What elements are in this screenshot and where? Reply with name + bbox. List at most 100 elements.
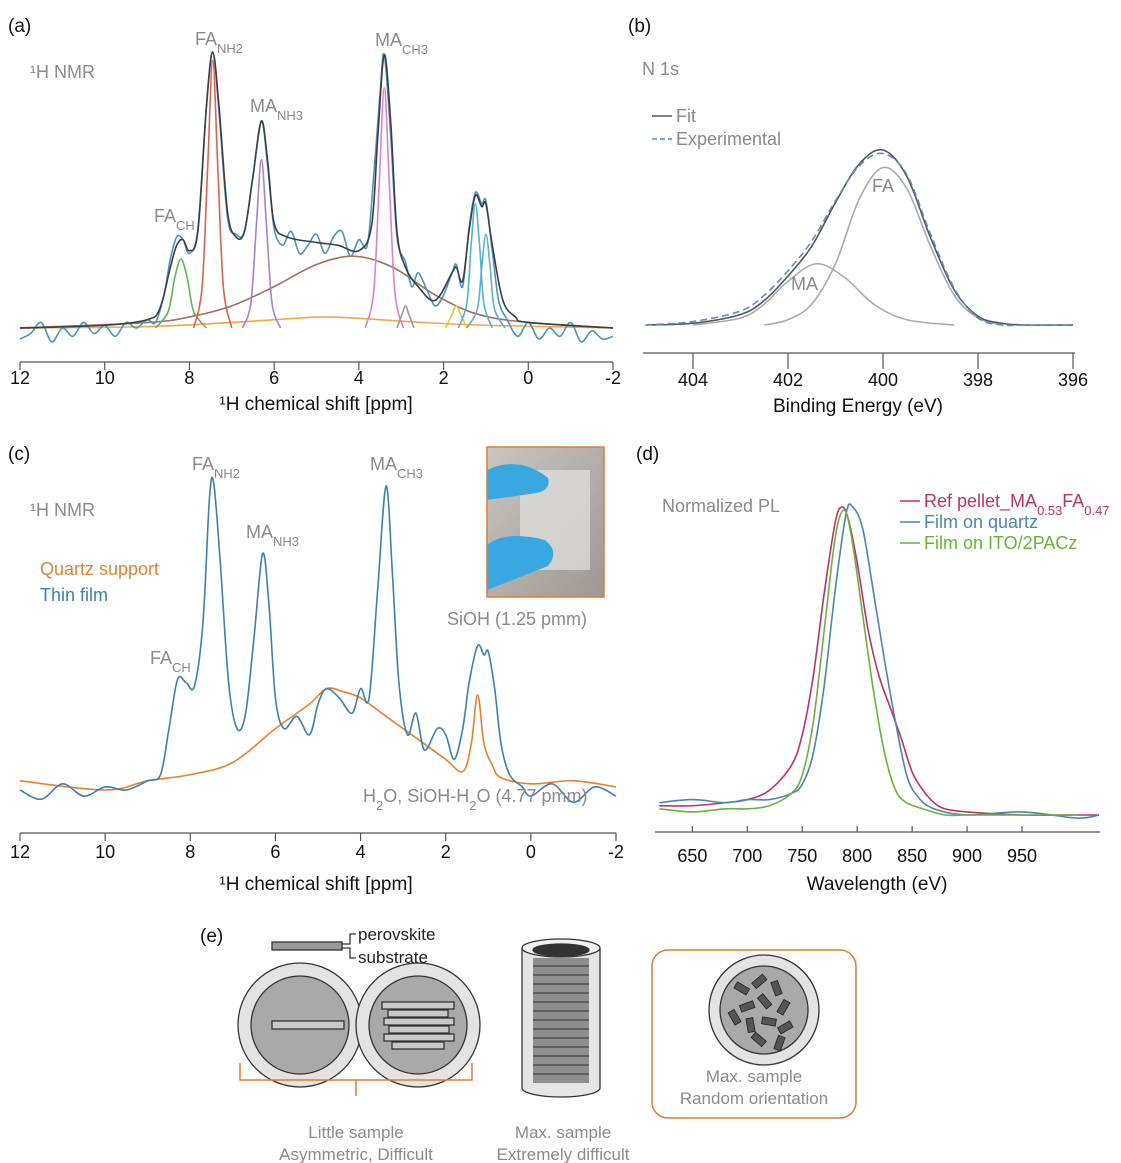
legend-label: Film on quartz <box>924 512 1038 532</box>
x-tick-label: 10 <box>95 842 115 862</box>
x-tick-label: 700 <box>732 846 762 866</box>
annotation: ¹H NMR <box>30 62 95 82</box>
diagram-label: perovskite <box>358 925 435 944</box>
diagram-label: Little sample <box>308 1123 403 1142</box>
x-tick-label: 900 <box>952 846 982 866</box>
x-tick-label: 8 <box>185 842 195 862</box>
annotation: FANH2 <box>195 29 243 56</box>
series-line <box>457 203 494 329</box>
x-tick-label: 404 <box>678 370 708 390</box>
legend-label: Thin film <box>40 585 108 605</box>
x-axis-label: Binding Energy (eV) <box>773 396 943 417</box>
series-line <box>19 51 614 329</box>
series-line <box>154 258 208 329</box>
annotation: N 1s <box>642 59 679 79</box>
series-line <box>692 262 955 326</box>
text-part: MA <box>375 30 402 50</box>
x-tick-label: 650 <box>677 846 707 866</box>
subscript: CH3 <box>402 42 428 57</box>
x-tick-label: 2 <box>439 368 449 388</box>
series-line <box>645 148 1074 326</box>
x-tick-label: 800 <box>842 846 872 866</box>
text-part: ¹H NMR <box>30 62 95 82</box>
diagram-label: Random orientation <box>680 1089 828 1108</box>
annotation: MACH3 <box>370 454 423 481</box>
x-tick-label: 750 <box>787 846 817 866</box>
x-tick-label: 12 <box>10 368 30 388</box>
x-tick-label: 10 <box>95 368 115 388</box>
x-tick-label: 6 <box>269 368 279 388</box>
text-part: H <box>363 786 376 806</box>
annotation: SiOH (1.25 pmm) <box>447 609 587 629</box>
text-part: SiOH (1.25 pmm) <box>447 609 587 629</box>
x-tick-label: 4 <box>354 368 364 388</box>
annotation: MANH3 <box>246 522 299 549</box>
x-tick-label: 396 <box>1058 370 1088 390</box>
subscript: CH3 <box>397 466 423 481</box>
x-tick-label: -2 <box>605 368 621 388</box>
legend-label: Ref pellet_MA0.53FA0.47 <box>924 491 1110 518</box>
text-part: ¹H NMR <box>30 500 95 520</box>
annotation: H2O, SiOH-H2O (4.77 pmm) <box>363 786 587 813</box>
annotation: ¹H NMR <box>30 500 95 520</box>
text-part: FA <box>872 176 894 196</box>
series-line <box>764 166 1002 326</box>
x-tick-label: -2 <box>608 842 624 862</box>
diagram-label: Max. sample <box>706 1067 802 1086</box>
diagram <box>237 933 857 1119</box>
series-line <box>364 87 405 329</box>
series-line <box>659 506 1099 817</box>
annotation: MA <box>791 274 818 294</box>
x-tick-label: 6 <box>270 842 280 862</box>
annotation: FANH2 <box>192 454 240 481</box>
text-part: O (4.77 pmm) <box>476 786 587 806</box>
legend-label: Quartz support <box>40 559 159 579</box>
x-tick-label: 850 <box>897 846 927 866</box>
series-line <box>19 316 614 329</box>
series-line <box>659 503 1100 819</box>
annotation: MANH3 <box>250 96 303 123</box>
x-tick-label: 400 <box>868 370 898 390</box>
x-tick-label: 4 <box>356 842 366 862</box>
x-tick-label: 12 <box>10 842 30 862</box>
series-line <box>19 51 614 343</box>
inset-photo <box>486 446 605 598</box>
text-part: Normalized PL <box>662 496 780 516</box>
legend-label: Fit <box>676 106 696 126</box>
diagram-label: Extremely difficult <box>497 1145 630 1163</box>
diagram-label: Max. sample <box>515 1123 611 1142</box>
text-part: O, SiOH-H <box>383 786 469 806</box>
text-part: MA <box>791 274 818 294</box>
subscript: NH2 <box>217 41 243 56</box>
text-part: MA <box>246 522 273 542</box>
panel-label: (c) <box>8 444 30 465</box>
legend-label: Experimental <box>676 129 781 149</box>
panel-label: (e) <box>200 926 223 947</box>
text-part: MA <box>250 96 277 116</box>
series-line <box>659 509 1077 817</box>
text-part: FA <box>195 29 217 49</box>
diagram-label: substrate <box>358 948 428 967</box>
text-part: FA <box>150 648 172 668</box>
series-line <box>192 59 233 329</box>
subscript: CH <box>172 660 191 675</box>
panel-label: (d) <box>636 444 659 465</box>
series-line <box>19 687 617 791</box>
subscript: CH <box>176 218 195 233</box>
subscript: 2 <box>376 798 383 813</box>
legend-label: Film on ITO/2PACz <box>924 533 1077 553</box>
series-line <box>645 152 1073 327</box>
text-part: FA <box>154 206 176 226</box>
panel-label: (b) <box>628 16 651 37</box>
series-line <box>466 233 506 329</box>
x-tick-label: 0 <box>526 842 536 862</box>
text-part: FA <box>192 454 214 474</box>
x-axis-label: Wavelength (eV) <box>807 874 948 895</box>
x-tick-label: 2 <box>441 842 451 862</box>
series-line <box>241 158 282 329</box>
x-tick-label: 950 <box>1007 846 1037 866</box>
series-line <box>19 476 617 804</box>
subscript: NH2 <box>214 466 240 481</box>
annotation: FACH <box>154 206 195 233</box>
